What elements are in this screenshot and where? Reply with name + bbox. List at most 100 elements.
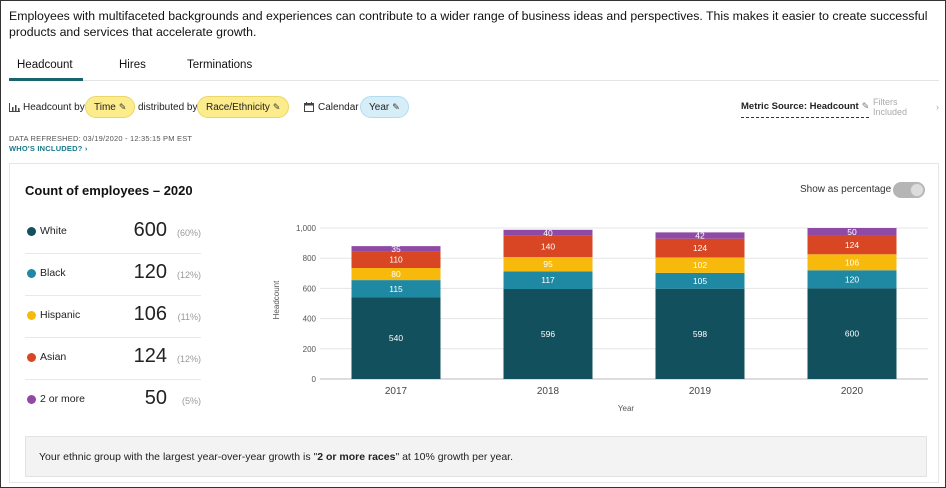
year-pill[interactable]: Year ✎ (360, 96, 409, 118)
bar-segment-asian[interactable] (503, 235, 593, 257)
legend-list: White 600 (60%) Black 120 (12%) Hispanic… (25, 212, 201, 422)
bar-segment-black[interactable] (807, 270, 897, 289)
time-pill[interactable]: Time ✎ (85, 96, 136, 118)
x-tick-label: 2019 (689, 386, 712, 397)
y-tick-label: 600 (303, 284, 317, 293)
legend-value: 106 (133, 303, 167, 325)
legend-percent: (60%) (176, 228, 201, 238)
year-pill-label: Year (369, 101, 390, 113)
intro-text: Employees with multifaceted backgrounds … (9, 9, 928, 39)
race-pill-label: Race/Ethnicity (206, 101, 270, 113)
show-percentage-toggle[interactable] (893, 182, 925, 198)
bar-segment-2-or-more[interactable] (503, 229, 593, 236)
bar-segment-hispanic[interactable] (655, 257, 745, 273)
bar-segment-white[interactable] (351, 297, 441, 379)
legend-row-2-or-more: 2 or more 50 (5%) (25, 380, 201, 422)
calendar-label: Calendar (318, 101, 359, 113)
data-label: 95 (543, 259, 553, 269)
filters-included-label: Filters Included (873, 97, 908, 117)
insight-text: Your ethnic group with the largest year-… (39, 451, 513, 463)
data-label: 105 (693, 276, 707, 286)
bar-chart-icon (9, 102, 20, 112)
y-axis-label: Headcount (272, 280, 281, 319)
headcount-by-label: Headcount by (23, 101, 85, 113)
legend-row-black: Black 120 (12%) (25, 254, 201, 296)
legend-name: Black (40, 267, 66, 279)
data-label: 106 (845, 257, 859, 267)
legend-row-hispanic: Hispanic 106 (11%) (25, 296, 201, 338)
bar-segment-2-or-more[interactable] (655, 232, 745, 239)
bar-segment-asian[interactable] (807, 235, 897, 255)
legend-percent: (5%) (181, 396, 201, 406)
data-label: 115 (389, 284, 403, 294)
bar-segment-white[interactable] (503, 289, 593, 379)
whos-included-label: WHO'S INCLUDED? (9, 144, 83, 153)
data-label: 600 (845, 329, 859, 339)
filter-row: Headcount by Time ✎ distributed by Race/… (9, 96, 939, 118)
legend-name: 2 or more (40, 393, 85, 405)
insight-suffix: " at 10% growth per year. (395, 450, 513, 463)
data-refreshed-text: DATA REFRESHED: 03/19/2020 - 12:35:15 PM… (9, 134, 193, 143)
bar-segment-asian[interactable] (351, 251, 441, 269)
bar-segment-asian[interactable] (655, 238, 745, 258)
legend-dot (27, 353, 36, 362)
y-tick-label: 800 (303, 254, 317, 263)
insight-banner: Your ethnic group with the largest year-… (25, 436, 927, 477)
bar-segment-white[interactable] (655, 288, 745, 379)
pencil-icon: ✎ (118, 101, 127, 112)
bar-segment-hispanic[interactable] (807, 254, 897, 271)
tab-headcount[interactable]: Headcount (9, 59, 83, 81)
bar-segment-hispanic[interactable] (351, 268, 441, 281)
headcount-by-group: Headcount by (9, 96, 85, 118)
data-label: 120 (845, 274, 859, 284)
data-label: 598 (693, 329, 707, 339)
legend-name: Hispanic (40, 309, 81, 321)
data-label: 596 (541, 329, 555, 339)
tab-terminations[interactable]: Terminations (187, 59, 253, 71)
insight-prefix: Your ethnic group with the largest year-… (39, 450, 318, 463)
y-tick-label: 1,000 (296, 224, 317, 233)
x-tick-label: 2020 (841, 386, 864, 397)
pencil-icon: ✎ (861, 101, 870, 111)
legend-dot (27, 395, 36, 404)
legend-percent: (11%) (177, 312, 201, 322)
y-tick-label: 400 (303, 315, 317, 324)
filters-included-link[interactable]: Filters Included › (873, 96, 939, 118)
toggle-knob (910, 183, 924, 197)
tab-hires[interactable]: Hires (119, 59, 146, 71)
chevron-right-icon: › (84, 144, 88, 153)
bar-segment-black[interactable] (503, 271, 593, 290)
legend-percent: (12%) (176, 270, 201, 280)
chevron-right-icon: › (936, 102, 939, 112)
time-pill-label: Time (94, 101, 116, 113)
metric-source-link[interactable]: Metric Source: Headcount ✎ (741, 96, 870, 118)
legend-value: 50 (144, 387, 167, 409)
chart-bars (351, 228, 897, 379)
legend-dot (27, 269, 36, 278)
legend-dot (27, 311, 36, 320)
bar-segment-black[interactable] (655, 272, 745, 289)
data-label: 124 (693, 243, 707, 253)
legend-value: 600 (133, 219, 167, 241)
legend-percent: (12%) (176, 354, 201, 364)
y-tick-label: 200 (303, 345, 317, 354)
card-title: Count of employees – 2020 (25, 183, 193, 198)
data-label: 35 (391, 244, 401, 254)
bar-segment-black[interactable] (351, 280, 441, 298)
whos-included-link[interactable]: WHO'S INCLUDED? › (9, 144, 88, 153)
race-ethnicity-pill[interactable]: Race/Ethnicity ✎ (197, 96, 290, 118)
y-tick-label: 0 (312, 375, 317, 384)
data-label: 102 (693, 260, 707, 270)
data-label: 50 (847, 227, 857, 237)
data-label: 80 (391, 269, 401, 279)
data-label: 124 (845, 240, 859, 250)
bar-segment-hispanic[interactable] (503, 256, 593, 272)
bar-segment-white[interactable] (807, 288, 897, 379)
data-label: 110 (389, 255, 403, 265)
bar-segment-2-or-more[interactable] (351, 246, 441, 252)
legend-dot (27, 227, 36, 236)
show-percentage-label: Show as percentage (800, 184, 892, 195)
bar-segment-2-or-more[interactable] (807, 228, 897, 236)
distributed-by-label: distributed by (138, 101, 198, 113)
